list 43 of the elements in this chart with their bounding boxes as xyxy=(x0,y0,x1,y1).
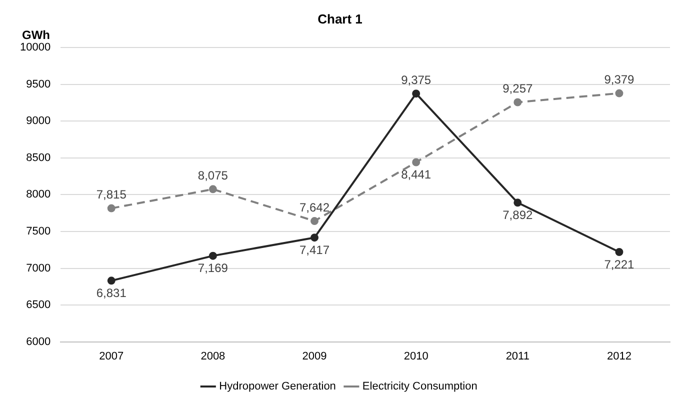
point xyxy=(412,158,420,166)
point xyxy=(615,89,624,98)
y-tick-label: 7500 xyxy=(26,226,51,238)
point xyxy=(107,204,116,212)
x-tick-label: 2012 xyxy=(606,350,632,362)
x-tick-label: 2008 xyxy=(200,350,226,362)
point xyxy=(310,217,319,226)
point xyxy=(514,198,522,207)
legend-label: Hydropower Generation xyxy=(219,380,336,393)
x-tick-label: 2010 xyxy=(404,350,428,362)
y-tick-label: 9500 xyxy=(26,78,51,90)
chart-title: Chart 1 xyxy=(318,11,362,26)
y-tick-label: 8000 xyxy=(26,188,51,201)
y-axis-title: GWh xyxy=(22,28,50,42)
y-tick-label: 9000 xyxy=(26,115,51,128)
data-label: 7,221 xyxy=(604,257,635,272)
data-label: 7,417 xyxy=(299,242,330,257)
data-label: 7,169 xyxy=(198,261,228,276)
data-label: 7,815 xyxy=(96,188,127,202)
y-tick-label: 10000 xyxy=(20,42,51,54)
data-label: 8,075 xyxy=(198,168,228,182)
y-tick-label: 7000 xyxy=(26,262,51,274)
point xyxy=(208,185,217,194)
data-label: 9,375 xyxy=(401,72,432,87)
y-tick-label: 8500 xyxy=(26,152,51,164)
data-label: 9,379 xyxy=(604,72,635,87)
data-label: 6,831 xyxy=(96,286,127,300)
point xyxy=(412,90,420,98)
y-tick-label: 6500 xyxy=(26,299,51,312)
point xyxy=(208,252,217,260)
point xyxy=(615,248,624,256)
point xyxy=(514,98,522,106)
data-label: 8,441 xyxy=(401,168,432,182)
y-tick-label: 6000 xyxy=(26,336,51,348)
x-tick-label: 2007 xyxy=(99,350,124,362)
point xyxy=(310,234,319,242)
point xyxy=(107,276,116,285)
data-label: 9,257 xyxy=(502,82,533,96)
x-tick-label: 2011 xyxy=(506,350,530,362)
data-label: 7,642 xyxy=(299,200,330,214)
data-label: 7,892 xyxy=(502,208,533,222)
x-tick-label: 2009 xyxy=(302,350,327,362)
legend-label: Electricity Consumption xyxy=(362,380,478,393)
